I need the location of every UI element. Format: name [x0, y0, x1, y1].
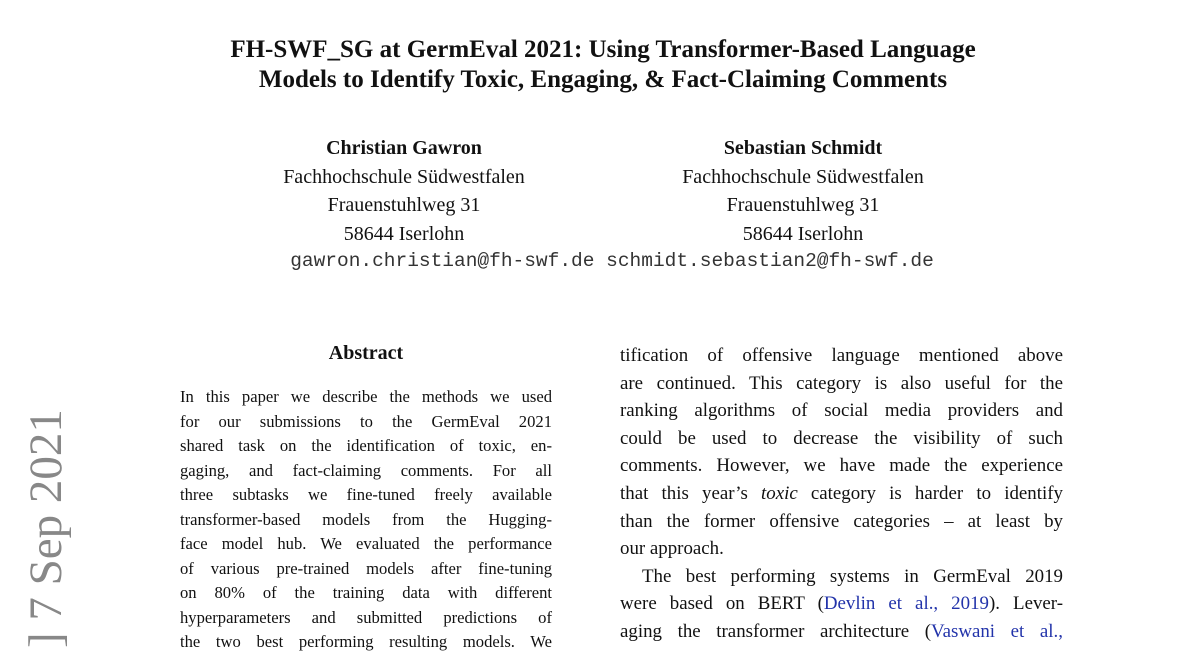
text-line: the two best performing resulting models…: [180, 632, 552, 651]
text-segment: aging the transformer architecture (: [620, 620, 932, 642]
text-segment: that this year’s: [620, 482, 761, 504]
author-email: gawron.christian@fh-swf.de: [290, 250, 595, 272]
text-line: than the former offensive categories – a…: [620, 510, 1063, 532]
arxiv-stamp: ] 7 Sep 2021: [20, 409, 72, 648]
author-emails: gawron.christian@fh-swf.de schmidt.sebas…: [0, 250, 1200, 272]
author-name: Sebastian Schmidt: [723, 137, 883, 159]
author-street: Frauenstuhlweg 31: [327, 194, 481, 216]
citation-link-devlin[interactable]: Devlin et al., 2019: [823, 593, 989, 615]
author-city: 58644 Iserlohn: [343, 222, 465, 245]
author-affiliation: Fachhochschule Südwestfalen: [283, 165, 525, 188]
text-segment: were based on BERT (: [620, 593, 824, 615]
citation-link-vaswani[interactable]: Vaswani et al.,: [931, 620, 1063, 642]
text-line: were based on BERT (Devlin et al., 2019)…: [620, 590, 1063, 618]
text-line: of various pre-trained models after fine…: [180, 558, 552, 578]
text-line: aging the transformer architecture (Vasw…: [620, 618, 1063, 646]
author-name: Christian Gawron: [326, 137, 482, 159]
text-line: transformer-based models from the Huggin…: [180, 509, 552, 529]
text-line: on 80% of the training data with differe…: [180, 583, 552, 602]
text-segment: ). Lever-: [988, 593, 1063, 615]
text-line: hyperparameters and submitted prediction…: [180, 607, 552, 627]
paper-title-line-1: FH-SWF_SG at GermEval 2021: Using Transf…: [230, 36, 976, 63]
right-column-body: tification of offensive language mention…: [620, 342, 1063, 646]
text-line: face model hub. We evaluated the perform…: [180, 534, 552, 553]
paper-title-line-2: Models to Identify Toxic, Engaging, & Fa…: [258, 66, 948, 93]
text-line: that this year’s toxic category is harde…: [620, 480, 1063, 508]
text-line: In this paper we describe the methods we…: [180, 387, 552, 406]
text-line: three subtasks we fine-tuned freely avai…: [180, 485, 552, 504]
abstract-heading: Abstract: [328, 342, 404, 364]
text-line: The best performing systems in GermEval …: [642, 565, 1063, 587]
author-city: 58644 Iserlohn: [742, 222, 864, 245]
author-street: Frauenstuhlweg 31: [726, 194, 880, 216]
text-line: our approach.: [620, 538, 724, 560]
emphasis-toxic: toxic: [761, 482, 798, 504]
text-line: tification of offensive language mention…: [620, 345, 1063, 366]
text-segment: category is harder to identify: [797, 482, 1063, 504]
text-line: gaging, and fact-claiming comments. For …: [180, 460, 552, 480]
author-email: schmidt.sebastian2@fh-swf.de: [606, 250, 934, 272]
text-line: comments. However, we have made the expe…: [620, 455, 1063, 477]
text-line: are continued. This category is also use…: [620, 372, 1063, 394]
text-line: for our submissions to the GermEval 2021: [180, 411, 552, 431]
author-1: Christian Gawron Fachhochschule Südwestf…: [204, 134, 604, 248]
text-line: could be used to decrease the visibility…: [620, 427, 1063, 449]
abstract-body: In this paper we describe the methods we…: [180, 385, 552, 655]
text-line: shared task on the identification of tox…: [180, 436, 552, 455]
author-affiliation: Fachhochschule Südwestfalen: [682, 165, 924, 188]
author-2: Sebastian Schmidt Fachhochschule Südwest…: [603, 134, 1003, 248]
text-line: ranking algorithms of social media provi…: [620, 400, 1063, 422]
